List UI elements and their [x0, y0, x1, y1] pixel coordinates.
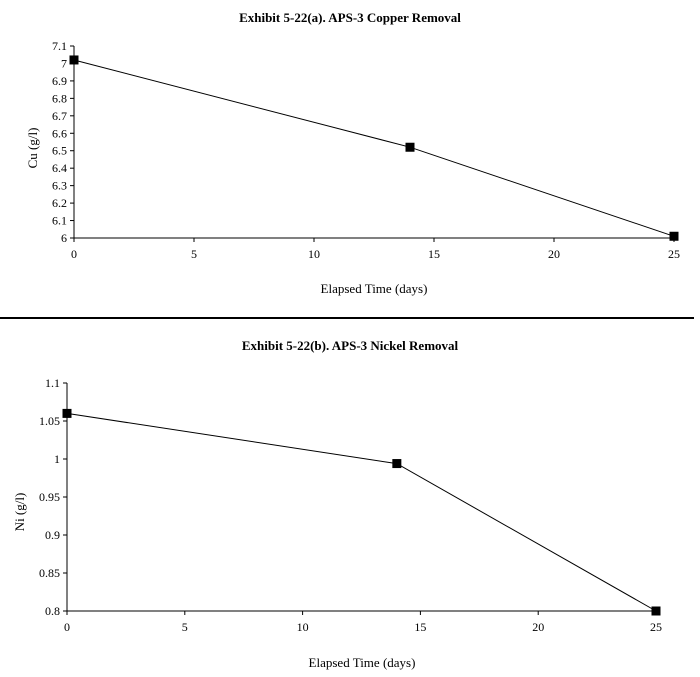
- chart-b-y-tick-label: 0.9: [45, 528, 60, 542]
- chart-a-series: [69, 55, 679, 241]
- chart-a-y-tick-label: 6.8: [52, 91, 67, 105]
- chart-b-y-tick-label: 1.1: [45, 376, 60, 390]
- chart-a-data-point: [669, 231, 679, 241]
- chart-a-y-tick-label: 6.2: [52, 196, 67, 210]
- chart-b-y-tick-label: 0.95: [39, 490, 60, 504]
- chart-a-x-tick-label: 0: [71, 247, 77, 261]
- chart-a-title: Exhibit 5-22(a). APS-3 Copper Removal: [239, 10, 461, 25]
- chart-a-data-point: [405, 142, 415, 152]
- chart-a-y-axis-label: Cu (g/l): [25, 128, 40, 169]
- chart-b-x-tick-label: 10: [297, 620, 309, 634]
- chart-a-x-tick-label: 15: [428, 247, 440, 261]
- chart-b-series: [62, 408, 661, 616]
- chart-b-y-tick-label: 1: [54, 452, 60, 466]
- chart-a-y-tick-label: 6.1: [52, 214, 67, 228]
- chart-a-x-axis-label: Elapsed Time (days): [321, 281, 428, 296]
- chart-a-data-point: [69, 55, 79, 65]
- chart-a-axes: 6 6.1 6.2 6.3 6.4 6.5 6.6 6.7 6.8 6.9 7 7.1 0 5 10 15 20…: [52, 39, 680, 261]
- chart-a-y-tick-label: 6: [61, 231, 67, 245]
- section-divider: [0, 317, 694, 319]
- chart-a-y-tick-label: 6.7: [52, 109, 67, 123]
- chart-b-x-axis-label: Elapsed Time (days): [309, 655, 416, 670]
- chart-b-y-tick-label: 0.8: [45, 604, 60, 618]
- chart-a-x-tick-label: 5: [191, 247, 197, 261]
- chart-a-x-tick-label: 10: [308, 247, 320, 261]
- chart-a-y-tick-label: 6.9: [52, 74, 67, 88]
- chart-b-y-axis-label: Ni (g/l): [12, 493, 27, 532]
- chart-b-x-tick-label: 0: [64, 620, 70, 634]
- chart-a-y-tick-label: 6.6: [52, 126, 67, 140]
- chart-b-series-line: [66, 412, 657, 612]
- chart-b-data-point: [392, 459, 402, 469]
- chart-b-data-point: [62, 408, 72, 418]
- chart-a-y-tick-label: 6.3: [52, 179, 67, 193]
- chart-b-x-tick-label: 15: [414, 620, 426, 634]
- chart-b-x-tick-label: 20: [532, 620, 544, 634]
- chart-b-x-tick-label: 5: [182, 620, 188, 634]
- chart-b-y-tick-label: 1.05: [39, 414, 60, 428]
- chart-b-y-tick-label: 0.85: [39, 566, 60, 580]
- chart-a-x-tick-label: 20: [548, 247, 560, 261]
- chart-a-plot: 6 6.1 6.2 6.3 6.4 6.5 6.6 6.7 6.8 6.9 7 7.1 0 5 10 15 20…: [25, 39, 680, 296]
- chart-b-axes: 0.8 0.85 0.9 0.95 1 1.05 1.1 0 5 10 15 20 25: [39, 376, 662, 634]
- chart-a-y-tick-label: 7.1: [52, 39, 67, 53]
- chart-a-y-tick-label: 6.4: [52, 161, 67, 175]
- chart-b-data-point: [651, 606, 661, 616]
- chart-a-y-tick-label: 6.5: [52, 144, 67, 158]
- chart-a-x-tick-label: 25: [668, 247, 680, 261]
- chart-a-y-tick-label: 7: [61, 56, 67, 70]
- chart-b-x-tick-label: 25: [650, 620, 662, 634]
- chart-b-title: Exhibit 5-22(b). APS-3 Nickel Removal: [241, 338, 459, 353]
